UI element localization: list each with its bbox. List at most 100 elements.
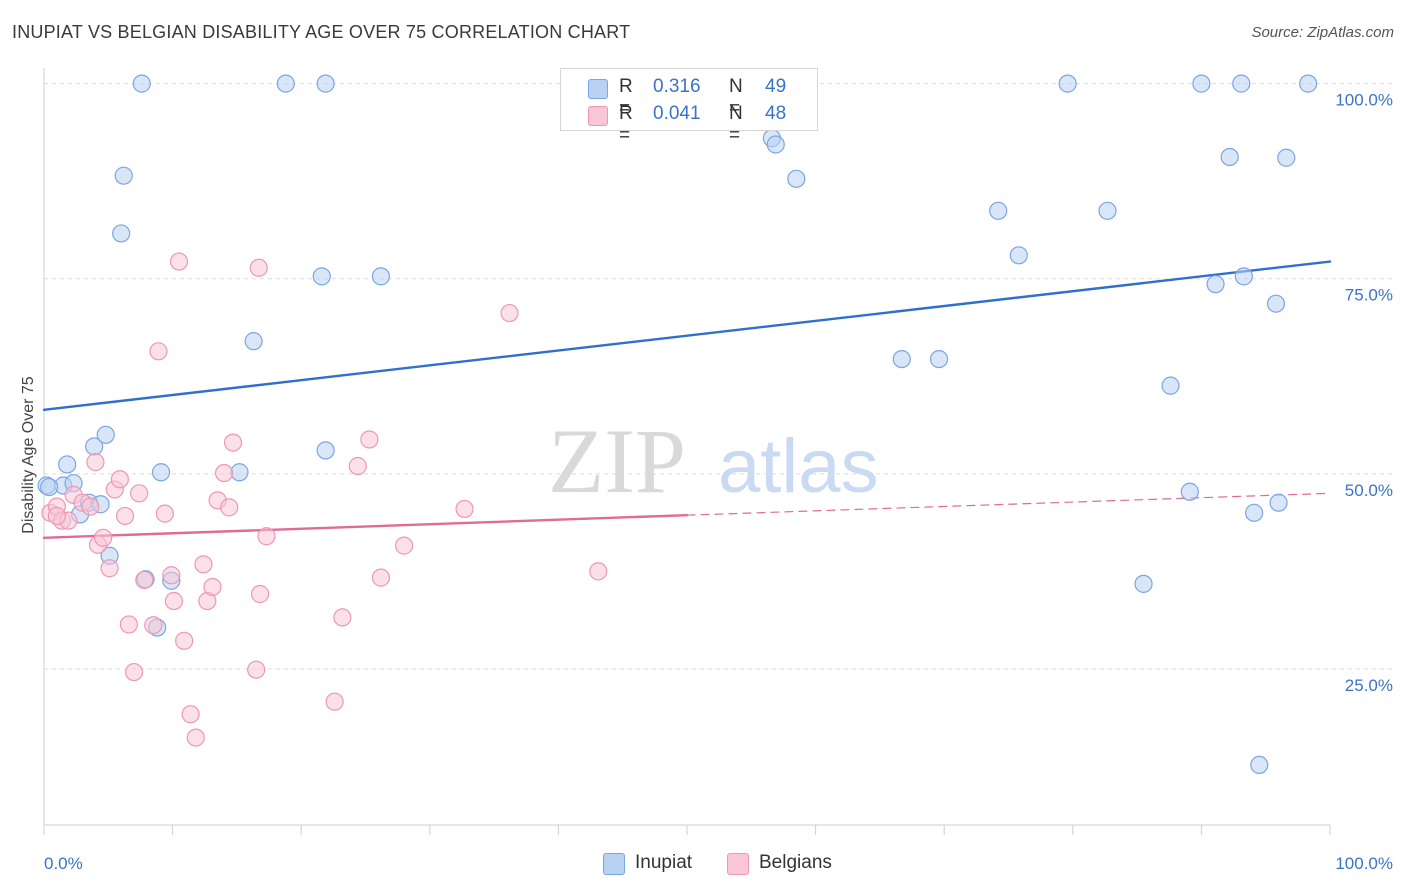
points bbox=[37, 74, 1318, 775]
inupiat-point bbox=[1250, 755, 1269, 775]
inupiat-point bbox=[1161, 376, 1180, 395]
tick-labels: 100.0% 75.0% 50.0% 25.0% 0.0% 100.0% Disabilit… bbox=[20, 91, 1393, 873]
belgians-point bbox=[169, 252, 189, 271]
inupiat-n-value: 49 bbox=[765, 76, 787, 97]
inupiat-point bbox=[40, 477, 59, 497]
chart-source: Source: ZipAtlas.com bbox=[1251, 24, 1394, 41]
inupiat-point bbox=[989, 201, 1008, 220]
chart-title: INUPIAT VS BELGIAN DISABILITY AGE OVER 7… bbox=[12, 22, 631, 42]
belgians-point bbox=[155, 504, 174, 523]
belgians-r-label: R = bbox=[619, 103, 633, 146]
inupiat-point bbox=[58, 455, 77, 474]
inupiat-point bbox=[276, 74, 295, 93]
watermark-atlas: atlas bbox=[718, 424, 879, 509]
belgians-point bbox=[119, 615, 138, 634]
belgians-point bbox=[348, 456, 367, 476]
inupiat-point bbox=[371, 267, 391, 286]
belgians-point bbox=[135, 570, 154, 590]
belgians-point bbox=[110, 470, 129, 489]
belgians-legend-swatch-icon bbox=[727, 853, 749, 875]
belgians-point bbox=[100, 559, 119, 578]
belgians-point bbox=[164, 591, 183, 611]
inupiat-point bbox=[112, 224, 131, 243]
inupiat-point bbox=[114, 166, 133, 185]
inupiat-point bbox=[316, 74, 335, 93]
axes-layer bbox=[43, 68, 1331, 835]
inupiat-point bbox=[1266, 294, 1286, 313]
belgians-point bbox=[175, 631, 194, 650]
inupiat-legend-swatch-icon bbox=[603, 853, 625, 875]
belgians-trendline bbox=[42, 513, 689, 540]
belgians-point bbox=[220, 498, 239, 517]
belgians-point bbox=[130, 484, 149, 503]
belgians-point bbox=[149, 342, 168, 361]
belgians-point bbox=[186, 728, 205, 747]
inupiat-point bbox=[1269, 493, 1288, 512]
belgians-n-value: 48 bbox=[765, 103, 787, 124]
inupiat-point bbox=[1180, 482, 1199, 501]
belgians-point bbox=[115, 506, 135, 526]
belgians-point bbox=[371, 568, 391, 587]
belgians-r-value: 0.041 bbox=[653, 103, 701, 124]
y-tick-label: 50.0% bbox=[1345, 481, 1393, 500]
inupiat-point bbox=[151, 463, 171, 482]
inupiat-point bbox=[1098, 201, 1117, 220]
legend-label-inupiat: Inupiat bbox=[635, 852, 693, 873]
legend-label-belgians: Belgians bbox=[759, 852, 832, 873]
inupiat-swatch-icon bbox=[588, 79, 608, 99]
inupiat-point bbox=[787, 169, 806, 188]
inupiat-point bbox=[132, 74, 151, 93]
belgians-point bbox=[360, 430, 379, 449]
inupiat-point bbox=[1232, 74, 1251, 93]
belgians-point bbox=[124, 662, 144, 682]
inupiat-point bbox=[1299, 74, 1318, 93]
belgians-point bbox=[250, 584, 270, 604]
grid-layer bbox=[44, 83, 1392, 670]
stats-box: R = 0.316 N = 49 R = 0.041 N = 48 bbox=[560, 68, 818, 146]
inupiat-r-label: R = bbox=[619, 76, 633, 119]
belgians-point bbox=[181, 705, 200, 724]
inupiat-r-value: 0.316 bbox=[653, 76, 701, 97]
legend: Inupiat Belgians bbox=[0, 851, 1406, 877]
belgians-point bbox=[162, 566, 181, 585]
y-tick-label: 25.0% bbox=[1345, 676, 1393, 695]
belgians-point bbox=[214, 463, 234, 483]
belgians-point bbox=[81, 497, 100, 516]
inupiat-point bbox=[1134, 574, 1153, 593]
inupiat-n-label: N = bbox=[729, 76, 743, 119]
inupiat-point bbox=[1206, 275, 1225, 294]
belgians-point bbox=[394, 536, 414, 555]
belgians-point bbox=[86, 453, 105, 472]
inupiat-point bbox=[1234, 267, 1253, 286]
belgians-point bbox=[223, 433, 243, 452]
belgians-point bbox=[325, 692, 344, 711]
belgians-point bbox=[94, 528, 113, 547]
inupiat-point bbox=[1245, 503, 1264, 522]
inupiat-point bbox=[312, 267, 331, 286]
y-tick-label: 100.0% bbox=[1335, 91, 1393, 110]
inupiat-point bbox=[892, 349, 911, 369]
belgians-swatch-icon bbox=[588, 106, 608, 126]
x-tick-label: 0.0% bbox=[44, 854, 83, 873]
belgians-point bbox=[194, 555, 213, 574]
trendlines bbox=[42, 260, 1332, 540]
inupiat-trendline bbox=[42, 260, 1332, 412]
belgians-point bbox=[589, 562, 608, 581]
inupiat-point bbox=[766, 135, 785, 154]
belgians-point bbox=[203, 577, 222, 597]
inupiat-point bbox=[316, 441, 335, 460]
inupiat-point bbox=[929, 349, 949, 369]
inupiat-point bbox=[1220, 147, 1239, 167]
inupiat-point bbox=[1009, 246, 1028, 265]
belgians-point bbox=[47, 506, 66, 526]
belgians-point bbox=[333, 608, 352, 627]
inupiat-point bbox=[1277, 148, 1296, 167]
watermark-zip: ZIP bbox=[548, 410, 686, 512]
inupiat-point bbox=[244, 332, 263, 351]
belgians-point bbox=[257, 527, 276, 546]
belgians-point bbox=[455, 499, 474, 519]
belgians-n-label: N = bbox=[729, 103, 743, 146]
inupiat-point bbox=[1058, 74, 1077, 93]
watermark: ZIP atlas bbox=[548, 410, 879, 512]
